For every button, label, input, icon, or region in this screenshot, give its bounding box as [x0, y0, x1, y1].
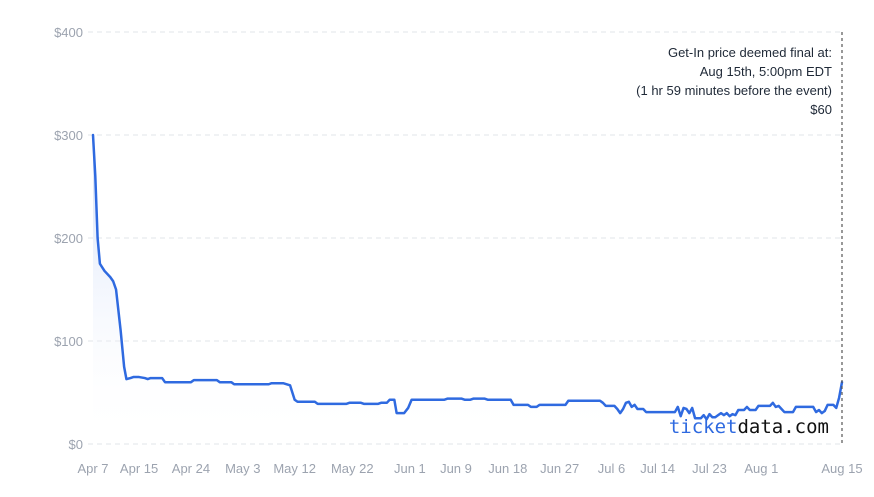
annotation-line-2: Aug 15th, 5:00pm EDT	[700, 64, 832, 79]
x-tick-label: Apr 24	[172, 461, 210, 476]
y-tick-label: $100	[54, 334, 83, 349]
annotation-line-3: (1 hr 59 minutes before the event)	[636, 83, 832, 98]
annotation-line-1: Get-In price deemed final at:	[668, 45, 832, 60]
y-tick-label: $200	[54, 231, 83, 246]
watermark-logo: ticketdata.com	[669, 416, 829, 438]
x-tick-label: Jul 23	[692, 461, 727, 476]
x-tick-label: Aug 15	[821, 461, 862, 476]
x-tick-label: Jul 6	[598, 461, 625, 476]
y-tick-label: $0	[69, 437, 83, 452]
price-line	[91, 133, 844, 421]
x-tick-label: Jun 1	[394, 461, 426, 476]
x-tick-label: Jun 18	[488, 461, 527, 476]
y-tick-label: $300	[54, 128, 83, 143]
x-tick-label: Jun 9	[440, 461, 472, 476]
x-axis: Apr 7 Apr 15 Apr 24 May 3 May 12 May 22 Jun 1 J…	[77, 461, 862, 476]
final-price-annotation: Get-In price deemed final at: Aug 15th, …	[636, 45, 832, 117]
price-series	[91, 133, 844, 444]
x-tick-label: Apr 15	[120, 461, 158, 476]
y-tick-label: $400	[54, 25, 83, 40]
watermark-domain: data.com	[737, 416, 829, 438]
annotation-final-price: $60	[810, 102, 832, 117]
x-tick-label: Jun 27	[540, 461, 579, 476]
x-tick-label: May 12	[273, 461, 316, 476]
x-tick-label: Jul 14	[640, 461, 675, 476]
y-axis: $0 $100 $200 $300 $400	[54, 25, 83, 452]
price-area-fill	[93, 135, 842, 444]
watermark-accent: ticket	[669, 416, 738, 438]
x-tick-label: Aug 1	[744, 461, 778, 476]
x-tick-label: May 3	[225, 461, 260, 476]
x-tick-label: Apr 7	[77, 461, 108, 476]
x-tick-label: May 22	[331, 461, 374, 476]
